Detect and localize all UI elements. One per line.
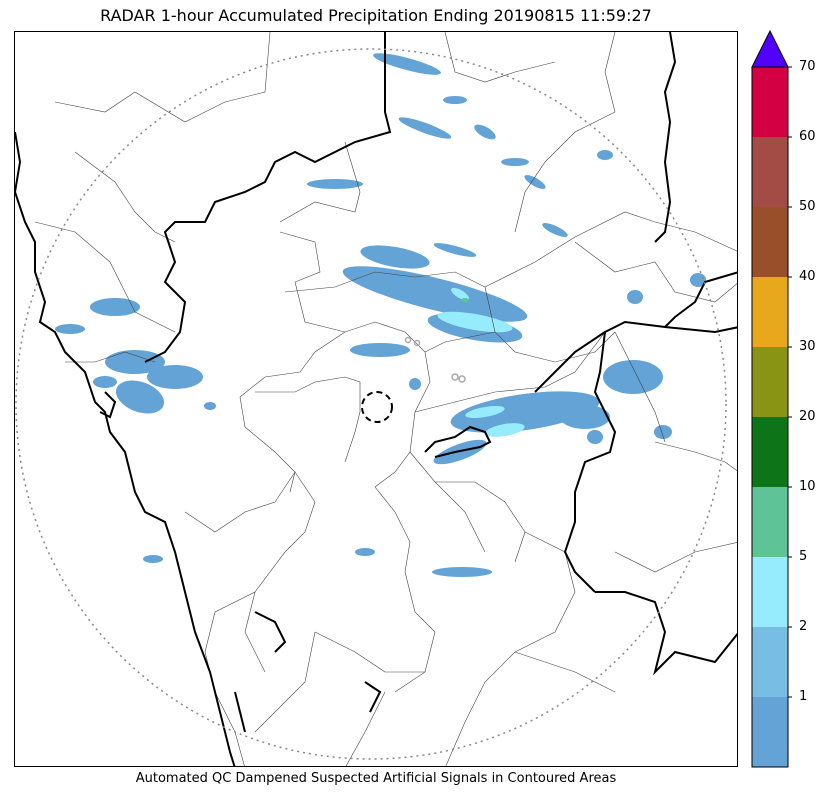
qc-contours [404,336,466,383]
colorbar-bin [752,627,788,697]
colorbar-canvas [751,29,792,768]
colorbar-bin [752,697,788,767]
colorbar-bin [752,277,788,347]
colorbar-bin [752,557,788,627]
colorbar-tick-label: 60 [799,129,816,144]
colorbar-bin [752,207,788,277]
colorbar-bin [752,417,788,487]
colorbar-bin [752,137,788,207]
colorbar-bin [752,67,788,137]
colorbar-tick-label: 5 [799,549,808,564]
colorbar-tick-label: 70 [799,59,816,74]
colorbar-tick-label: 40 [799,269,816,284]
radar-map[interactable] [14,31,738,767]
district-boundaries [34,32,737,766]
colorbar-tick-label: 10 [799,479,816,494]
radar-map-canvas [15,32,737,766]
colorbar-bin [752,347,788,417]
map-caption: Automated QC Dampened Suspected Artifici… [135,771,617,786]
echo-5-10mm [461,298,469,302]
echo-0-1mm [55,53,706,577]
colorbar-bin [752,487,788,557]
state-boundaries [15,32,737,766]
colorbar-tick-label: 30 [799,339,816,354]
colorbar-tick-label: 20 [799,409,816,424]
radar-site-marker [361,391,393,423]
colorbar-tick-label: 50 [799,199,816,214]
colorbar-tick-label: 1 [799,689,808,704]
precipitation-echoes [55,53,706,577]
colorbar-extend-max [751,29,789,68]
chart-title: RADAR 1-hour Accumulated Precipitation E… [100,6,652,25]
radar-range-ring [15,48,727,760]
colorbar-tick-label: 2 [799,619,808,634]
precipitation-colorbar [751,29,792,768]
